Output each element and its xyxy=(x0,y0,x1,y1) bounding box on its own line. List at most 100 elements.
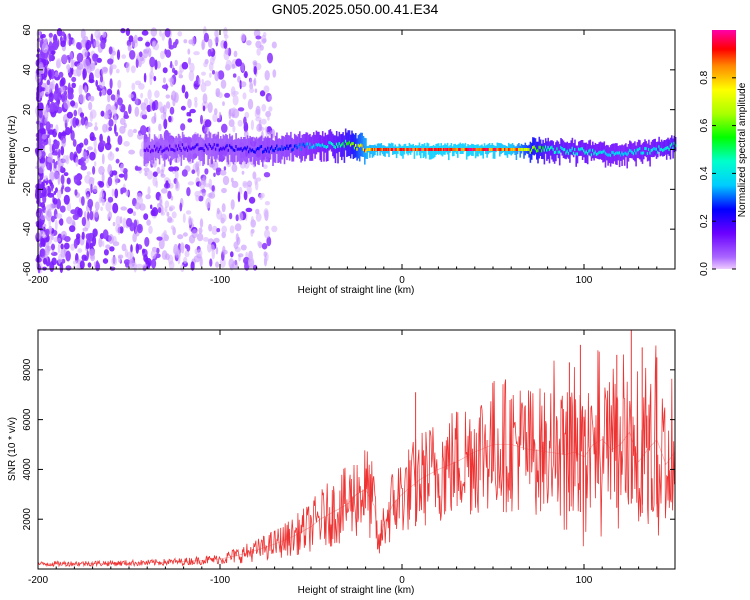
spectrogram-noise-cell xyxy=(263,208,269,218)
spectrogram-cell xyxy=(487,148,490,151)
spectrogram-cell xyxy=(184,137,186,158)
spectrogram-cell xyxy=(669,137,672,160)
spectrogram-cell xyxy=(527,148,529,151)
spectrogram-noise-cell xyxy=(218,111,222,121)
spectrogram-cell xyxy=(606,152,608,156)
spectrogram-noise-cell xyxy=(48,70,52,81)
spectrogram-cell xyxy=(227,148,230,152)
spectrogram-noise-cell xyxy=(193,51,200,56)
spectrogram-cell xyxy=(550,146,552,150)
spectrogram-noise-cell xyxy=(72,38,76,46)
spectrogram-noise-cell xyxy=(35,132,42,139)
spectrogram-noise-cell xyxy=(271,41,277,49)
spectrogram-cell xyxy=(420,148,422,151)
spectrogram-noise-cell xyxy=(157,207,162,214)
spectrogram-noise-cell xyxy=(48,37,53,43)
spectrogram-cell xyxy=(188,136,190,163)
spectrogram-noise-cell xyxy=(235,214,239,222)
spectrogram-noise-cell xyxy=(58,219,64,225)
spectrogram-cell xyxy=(287,147,290,151)
spectrogram-cell xyxy=(353,146,356,150)
colorbar-label: Normalized spectral amplitude xyxy=(737,82,748,217)
spectrogram-cell xyxy=(641,151,644,155)
spectrogram-noise-cell xyxy=(117,225,121,236)
spectrogram-noise-cell xyxy=(143,213,149,221)
spectrogram-noise-cell xyxy=(75,118,80,126)
spectrogram-cell xyxy=(226,135,228,163)
spectrogram-cell xyxy=(579,148,581,152)
spectrogram-noise-cell xyxy=(180,123,186,131)
spectrogram-cell xyxy=(625,151,627,155)
spectrogram-noise-cell xyxy=(58,131,62,140)
spectrogram-cell xyxy=(443,148,445,151)
spectrogram-cell xyxy=(162,149,165,153)
spectrogram-noise-cell xyxy=(44,117,48,125)
spectrogram-noise-cell xyxy=(41,133,47,140)
spectrogram-noise-cell xyxy=(99,91,102,97)
spectrogram-noise-cell xyxy=(183,256,188,264)
spectrogram-noise-cell xyxy=(128,149,136,155)
spectrogram-noise-cell xyxy=(117,79,122,89)
spectrogram-cell xyxy=(335,142,338,146)
spectrogram-noise-cell xyxy=(66,216,73,225)
spectrogram-noise-cell xyxy=(130,65,136,74)
spectrogram-cell xyxy=(575,145,577,167)
spectrogram-cell xyxy=(575,152,577,156)
spectrogram-noise-cell xyxy=(56,60,61,69)
spectrogram-cell xyxy=(214,147,217,151)
spectrogram-noise-cell xyxy=(108,234,114,244)
spectrogram-cell xyxy=(488,143,491,153)
spectrogram-noise-cell xyxy=(128,35,134,43)
spectrogram-cell xyxy=(248,138,250,159)
spectrogram-noise-cell xyxy=(81,48,88,59)
spectrogram-noise-cell xyxy=(244,71,248,79)
spectrogram-noise-cell xyxy=(75,156,79,167)
spectrogram-noise-cell xyxy=(158,123,162,132)
spectrogram-noise-cell xyxy=(129,50,136,60)
spectrogram-noise-cell xyxy=(272,69,277,78)
spectrogram-cell xyxy=(276,144,278,148)
spectrogram-noise-cell xyxy=(90,109,97,119)
spectrogram-noise-cell xyxy=(110,94,116,101)
spectrogram-noise-cell xyxy=(35,53,42,58)
spectrogram-noise-cell xyxy=(265,131,271,137)
spectrogram-noise-cell xyxy=(221,203,226,213)
spectrogram-cell xyxy=(585,150,588,154)
spectrogram-noise-cell xyxy=(178,249,181,259)
spectrogram-cell xyxy=(166,146,169,150)
spectrogram-cell xyxy=(329,129,332,150)
spectrogram-noise-cell xyxy=(201,39,206,50)
snr-ylabel: SNR (10 * v/v) xyxy=(7,417,18,481)
spectrogram-xtick-label: 0 xyxy=(399,275,405,286)
spectrogram-noise-cell xyxy=(209,258,213,267)
spectrogram-cell xyxy=(674,137,677,152)
spectrogram-noise-cell xyxy=(182,213,186,224)
spectrogram-noise-cell xyxy=(125,28,131,36)
spectrogram-noise-cell xyxy=(45,228,50,237)
spectrogram-cell xyxy=(570,140,572,155)
spectrogram-noise-cell xyxy=(117,135,123,146)
spectrogram-noise-cell xyxy=(114,188,119,199)
spectrogram-noise-cell xyxy=(105,244,111,249)
spectrogram-noise-cell xyxy=(72,213,80,221)
spectrogram-cell xyxy=(483,143,486,150)
spectrogram-cell xyxy=(240,136,242,165)
spectrogram-cell xyxy=(241,149,244,153)
spectrogram-cell xyxy=(618,145,621,168)
spectrogram-cell xyxy=(195,143,198,147)
spectrogram-noise-cell xyxy=(160,50,165,60)
spectrogram-cell xyxy=(657,141,659,158)
spectrogram-cell xyxy=(316,131,319,153)
spectrogram-noise-cell xyxy=(153,112,157,123)
spectrogram-cell xyxy=(230,136,232,162)
spectrogram-cell xyxy=(626,153,628,157)
spectrogram-cell xyxy=(631,150,634,154)
spectrogram-cell xyxy=(313,144,315,148)
spectrogram-noise-cell xyxy=(174,170,179,181)
spectrogram-cell xyxy=(212,145,214,149)
spectrogram-cell xyxy=(283,136,286,165)
spectrogram-cell xyxy=(483,148,486,151)
spectrogram-cell xyxy=(432,145,435,159)
spectrogram-noise-cell xyxy=(123,170,128,181)
spectrogram-noise-cell xyxy=(43,175,49,182)
